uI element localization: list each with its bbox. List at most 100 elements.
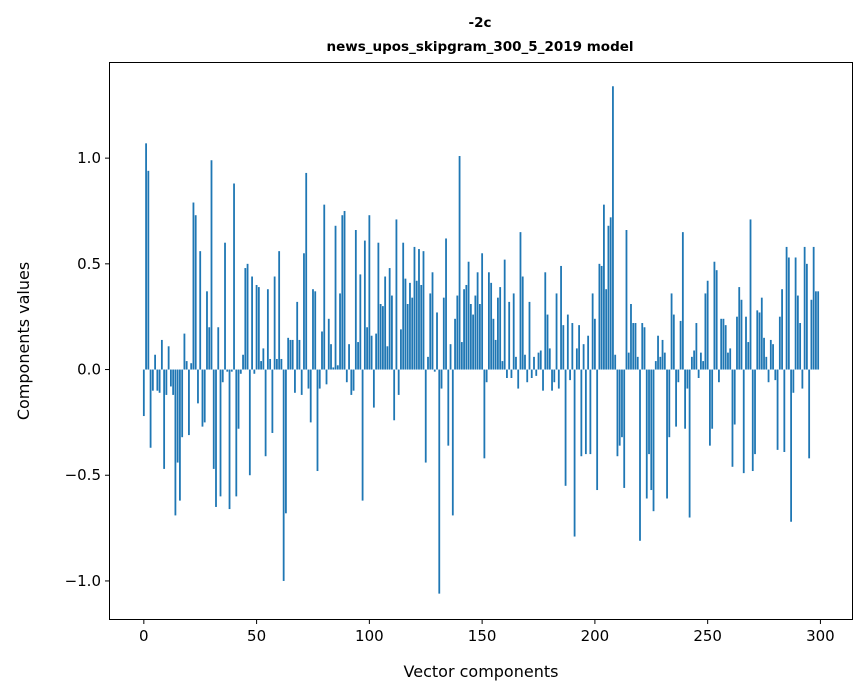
bar-140 — [458, 156, 461, 370]
bar-33 — [217, 327, 220, 370]
bar-88 — [341, 215, 344, 370]
bar-212 — [621, 369, 623, 438]
bar-157 — [497, 297, 499, 370]
bar-50 — [255, 284, 258, 370]
bar-119 — [411, 297, 414, 370]
x-tick-label: 0 — [139, 627, 149, 645]
bar-39 — [230, 369, 233, 372]
bars-group — [142, 86, 820, 594]
bar-86 — [336, 365, 339, 370]
bar-232 — [666, 369, 668, 499]
bar-226 — [652, 369, 655, 512]
bar-124 — [422, 251, 425, 370]
bar-289 — [794, 257, 797, 370]
bar-11 — [167, 346, 170, 370]
bar-49 — [253, 369, 256, 374]
bar-261 — [731, 369, 734, 467]
bar-202 — [598, 263, 601, 370]
bar-155 — [492, 318, 495, 370]
bar-120 — [413, 246, 416, 370]
bar-200 — [593, 318, 596, 370]
bar-290 — [796, 295, 799, 370]
bar-299 — [817, 291, 820, 370]
bar-178 — [544, 272, 547, 370]
bar-175 — [537, 352, 540, 370]
bar-152 — [485, 369, 488, 383]
plot-frame — [109, 62, 853, 620]
bar-237 — [677, 369, 680, 383]
bar-44 — [242, 354, 244, 370]
bar-288 — [792, 369, 795, 393]
bar-260 — [729, 348, 732, 370]
bar-107 — [384, 276, 387, 370]
bar-298 — [815, 291, 817, 370]
bar-20 — [188, 369, 190, 436]
bar-156 — [494, 339, 497, 370]
bar-250 — [706, 280, 709, 370]
bar-222 — [643, 327, 646, 370]
bar-112 — [395, 219, 398, 370]
bar-70 — [300, 369, 303, 395]
bar-248 — [702, 361, 705, 370]
bar-36 — [224, 242, 226, 370]
bar-225 — [650, 369, 653, 491]
bar-4 — [151, 369, 154, 391]
bar-154 — [490, 282, 493, 370]
bar-223 — [645, 369, 648, 499]
bar-283 — [781, 289, 783, 370]
bar-10 — [165, 369, 168, 395]
bar-148 — [476, 272, 479, 370]
chart-title-line1: -2c — [469, 15, 492, 31]
bar-201 — [596, 369, 599, 491]
bar-93 — [352, 369, 355, 391]
bar-65 — [289, 339, 292, 370]
bar-275 — [763, 337, 765, 370]
bar-8 — [160, 339, 163, 370]
bar-9 — [163, 369, 166, 469]
bar-162 — [508, 301, 511, 370]
bar-151 — [483, 369, 486, 459]
bar-217 — [632, 323, 635, 370]
bar-267 — [745, 316, 747, 370]
bar-87 — [339, 293, 341, 370]
bar-150 — [481, 253, 484, 370]
bar-238 — [679, 320, 682, 370]
bar-0 — [142, 369, 145, 417]
bar-27 — [203, 369, 206, 423]
bar-129 — [433, 369, 436, 372]
bar-53 — [262, 348, 265, 370]
bar-274 — [760, 297, 763, 370]
bar-287 — [790, 369, 792, 522]
bar-137 — [451, 369, 454, 516]
bar-135 — [447, 369, 450, 446]
bar-169 — [524, 354, 526, 370]
bar-210 — [616, 369, 619, 457]
bar-122 — [418, 249, 420, 370]
bar-81 — [325, 369, 328, 385]
bar-141 — [460, 342, 463, 370]
bar-247 — [699, 352, 702, 370]
bar-231 — [663, 352, 666, 370]
bar-108 — [386, 346, 389, 370]
bar-34 — [219, 369, 222, 497]
bar-268 — [747, 342, 750, 370]
bar-184 — [557, 369, 560, 389]
bar-294 — [805, 263, 808, 370]
bar-195 — [582, 344, 585, 370]
bar-270 — [751, 369, 754, 472]
bar-252 — [711, 369, 714, 429]
bar-265 — [740, 299, 743, 370]
bar-215 — [627, 352, 630, 370]
bar-73 — [307, 369, 310, 389]
bar-16 — [179, 369, 181, 501]
bar-269 — [749, 219, 752, 370]
bar-177 — [542, 369, 544, 391]
bar-121 — [415, 280, 418, 370]
bar-104 — [377, 242, 380, 370]
bar-221 — [641, 323, 644, 370]
bar-193 — [578, 325, 580, 370]
bar-278 — [769, 339, 772, 370]
bar-258 — [724, 325, 727, 370]
bar-160 — [503, 259, 506, 370]
bar-170 — [526, 369, 529, 383]
